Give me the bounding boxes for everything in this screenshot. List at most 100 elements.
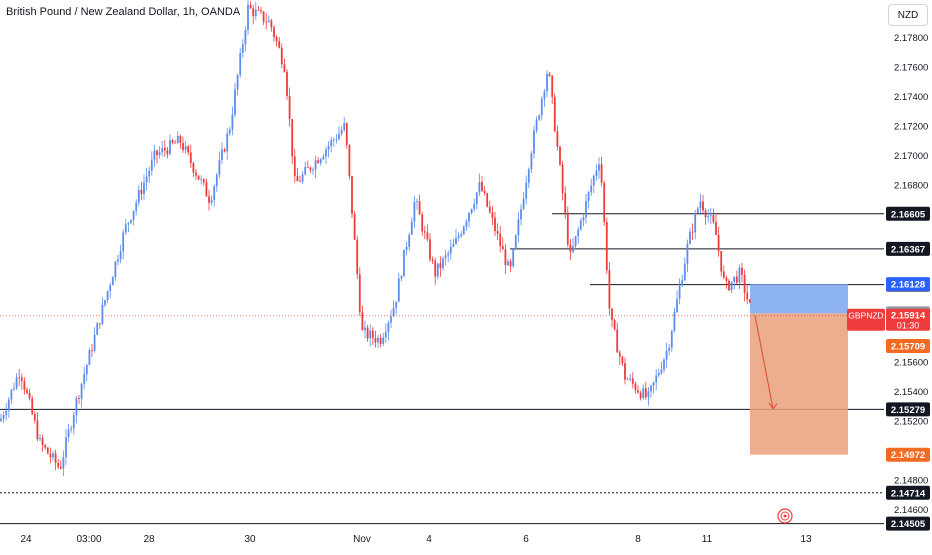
candle-body: [348, 144, 351, 177]
candle-body: [699, 201, 702, 209]
candle-body: [681, 280, 684, 286]
candle-body: [20, 377, 23, 382]
candle-body: [624, 363, 626, 380]
candle-body: [572, 246, 574, 252]
candle-body: [156, 150, 158, 156]
candle-body: [553, 96, 556, 132]
symbol-tag-bg: [847, 308, 885, 331]
candle-body: [31, 398, 34, 414]
candle-body: [130, 220, 132, 223]
candle-body: [748, 299, 751, 303]
candle-body: [15, 377, 18, 389]
candle-body: [561, 164, 564, 194]
candle-body: [163, 147, 166, 151]
candle-body: [33, 413, 36, 421]
candle-body: [488, 206, 491, 213]
candle-body: [278, 41, 281, 48]
direction-arrow: [754, 315, 774, 409]
candle-body: [85, 364, 88, 375]
current-price-tag-bg: [886, 308, 930, 331]
candle-body: [418, 201, 421, 215]
candle-body: [26, 389, 28, 393]
candle-body: [452, 243, 455, 247]
candle-body: [319, 159, 322, 164]
candle-body: [416, 201, 418, 203]
candle-body: [161, 147, 164, 153]
candle-body: [405, 246, 408, 250]
candle-body: [678, 285, 681, 299]
line-price-tag-bg: [886, 241, 930, 256]
candle-body: [309, 167, 312, 171]
candle-body: [257, 9, 260, 11]
candle-body: [665, 350, 668, 360]
line-price-tag: 2.16605: [891, 209, 926, 220]
position-layer: [750, 284, 848, 455]
candle-body: [200, 179, 203, 181]
price-tick-label: 2.16800: [894, 181, 928, 192]
candle-body: [522, 198, 525, 209]
candle-body: [507, 261, 509, 266]
candle-body: [286, 71, 288, 97]
time-tick-label: 28: [143, 534, 155, 545]
candle-body: [114, 261, 117, 278]
candle-body: [525, 182, 528, 199]
candle-body: [80, 383, 83, 399]
candle-body: [387, 322, 390, 333]
candle-body: [195, 172, 197, 176]
candle-body: [722, 271, 725, 278]
candle-body: [41, 438, 44, 446]
candle-body: [691, 231, 694, 233]
candle-body: [330, 139, 333, 146]
candle-body: [429, 239, 431, 260]
candle-body: [75, 398, 78, 416]
candle-body: [436, 263, 439, 277]
candle-body: [644, 388, 647, 398]
time-tick-label: Nov: [353, 534, 371, 545]
candle-body: [52, 453, 54, 458]
candle-body: [717, 235, 720, 252]
candle-body: [449, 246, 452, 254]
candle-body: [569, 244, 572, 252]
candle-body: [384, 332, 387, 338]
candle-body: [712, 215, 715, 223]
candle-body: [660, 369, 663, 374]
candle-body: [397, 278, 400, 302]
currency-button[interactable]: NZD: [888, 4, 928, 26]
time-tick-label: 13: [800, 534, 812, 545]
candle-body: [496, 231, 499, 234]
candle-body: [478, 181, 481, 193]
candle-body: [382, 337, 385, 344]
candle-body: [600, 164, 603, 183]
candle-body: [491, 212, 494, 218]
candle-body: [62, 457, 65, 469]
candle-body: [135, 202, 138, 211]
candle-body: [673, 312, 676, 331]
candle-body: [509, 261, 512, 267]
candle-body: [527, 169, 530, 183]
position-price-tag-bg: [886, 447, 930, 462]
candle-body: [2, 415, 5, 419]
candle-body: [338, 133, 340, 140]
candle-body: [293, 156, 296, 177]
stop-zone: [750, 284, 848, 314]
candle-body: [0, 418, 2, 422]
candle-body: [218, 159, 221, 175]
time-tick-label: 6: [523, 534, 529, 545]
candle-body: [535, 119, 538, 131]
target-icon[interactable]: [777, 508, 793, 524]
time-tick-label: 8: [635, 534, 641, 545]
candle-body: [457, 235, 460, 238]
candle-body: [434, 260, 437, 277]
candle-body: [371, 330, 374, 339]
candle-body: [247, 4, 249, 30]
price-tags-layer: 2.166052.163672.161252.152792.147142.145…: [847, 206, 930, 531]
candle-body: [88, 350, 91, 365]
candle-body: [530, 153, 533, 170]
candle-body: [637, 390, 639, 393]
candle-body: [265, 21, 268, 23]
candle-body: [301, 174, 304, 182]
candle-body: [517, 219, 520, 236]
time-tick-label: 03:00: [76, 534, 101, 545]
